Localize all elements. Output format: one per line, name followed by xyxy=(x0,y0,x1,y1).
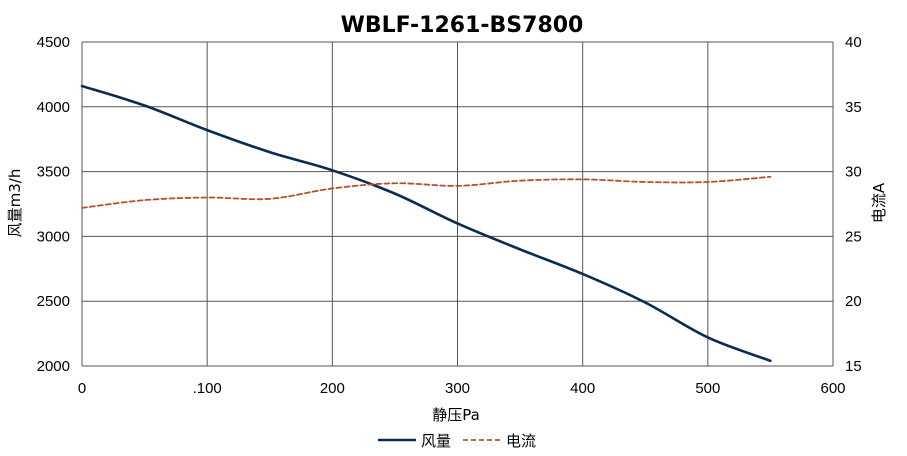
x-tick-label: 0 xyxy=(78,380,86,397)
y-right-tick-label: 35 xyxy=(845,99,862,116)
x-tick-label: 400 xyxy=(570,380,595,397)
y-right-tick-label: 15 xyxy=(845,358,862,375)
x-tick-label: 600 xyxy=(820,380,845,397)
y-right-tick-label: 40 xyxy=(845,34,862,51)
x-tick-label: 300 xyxy=(445,380,470,397)
y-right-tick-label: 20 xyxy=(845,293,862,310)
x-tick-label: 500 xyxy=(695,380,720,397)
y-axis-left-label: 风量m3/h xyxy=(6,169,24,238)
y-left-tick-label: 2000 xyxy=(37,358,70,375)
y-left-tick-label: 3500 xyxy=(37,164,70,181)
x-axis-label: 静压Pa xyxy=(432,406,480,424)
x-tick-label: 200 xyxy=(320,380,345,397)
series-lines xyxy=(80,84,772,363)
tick-labels: 0 .100 200 300 400 500 600 2000 2500 3000 3500 4000… xyxy=(37,34,862,397)
series-line-airflow xyxy=(80,84,772,363)
y-right-tick-label: 25 xyxy=(845,228,862,245)
y-axis-right-label: 电流A xyxy=(870,182,888,223)
legend-label-current: 电流 xyxy=(506,432,536,450)
legend-label-airflow: 风量 xyxy=(421,432,451,450)
grid xyxy=(81,41,834,367)
y-left-tick-label: 4500 xyxy=(37,34,70,51)
chart-title: WBLF-1261-BS7800 xyxy=(341,13,584,38)
legend: 风量 电流 xyxy=(378,432,536,450)
y-left-tick-label: 4000 xyxy=(37,99,70,116)
y-left-tick-label: 2500 xyxy=(37,293,70,310)
series-line-current xyxy=(81,175,772,209)
y-left-tick-label: 3000 xyxy=(37,228,70,245)
x-tick-label: .100 xyxy=(193,380,222,397)
y-right-tick-label: 30 xyxy=(845,164,862,181)
